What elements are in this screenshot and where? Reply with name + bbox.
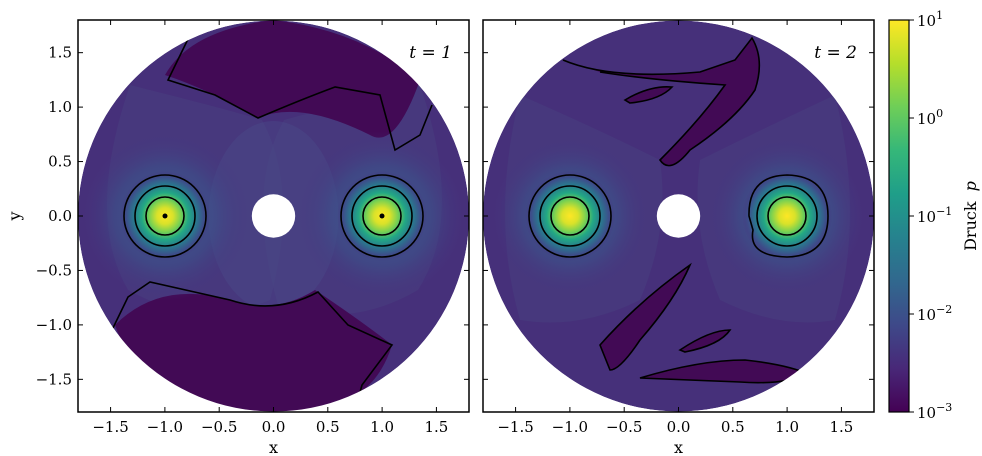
low-pressure-region: [563, 38, 760, 166]
colorbar-fill: [888, 19, 910, 413]
inner-hole: [251, 194, 296, 238]
inner-hole: [656, 194, 701, 238]
colorbar-tick-label: 10−3: [917, 401, 952, 422]
x-tick-label: −1.0: [552, 418, 588, 436]
y-tick-label: −0.5: [36, 261, 72, 279]
contour-line: [340, 174, 424, 258]
pressure-peak: [742, 171, 832, 261]
y-axis-label: y: [5, 211, 24, 221]
x-tick-label: −1.0: [147, 418, 183, 436]
contour-line: [528, 174, 612, 258]
x-tick-label: 0.5: [721, 418, 745, 436]
y-tick-label: 1.5: [48, 44, 72, 62]
contour-line: [623, 85, 674, 104]
contour-line: [562, 36, 761, 167]
x-tick-label: 1.5: [829, 418, 853, 436]
low-pressure-region: [625, 86, 672, 103]
contour-line: [166, 34, 433, 152]
low-pressure-region: [165, 20, 420, 138]
x-tick-label: −1.5: [92, 418, 128, 436]
contour-line: [134, 185, 196, 247]
contour-line: [145, 196, 185, 236]
contour-line: [351, 185, 413, 247]
contour-line: [123, 174, 207, 258]
y-tick-label: −1.0: [36, 316, 72, 334]
x-tick-label: 1.5: [424, 418, 448, 436]
colorbar-ticks: 101 100 10−1 10−2 10−3: [909, 9, 952, 422]
low-pressure-region: [115, 290, 392, 412]
x-axis-label: x: [674, 438, 683, 456]
colorbar-tick-label: 100: [917, 107, 943, 128]
x-tick-label: −0.5: [201, 418, 237, 436]
contours-t1: [111, 34, 433, 411]
center-dot: [162, 213, 168, 219]
colorbar-label-text: Druck: [961, 201, 980, 251]
colorbar-tick-label: 10−1: [917, 205, 952, 226]
annotation-t1: t = 1: [409, 43, 452, 63]
panel-t2: t = 2 −1.5 −1.0 −0.5 0.0 0.5 1.0 1.5 x: [482, 19, 875, 456]
annotation-t2: t = 2: [814, 43, 857, 63]
outside-domain: [483, 20, 874, 412]
colorbar: 101 100 10−1 10−2 10−3 Druck p: [888, 9, 980, 422]
contour-line: [539, 185, 601, 247]
contour-line: [748, 174, 829, 258]
y-tick-label: 0.0: [48, 207, 72, 225]
x-axis-label: x: [269, 438, 278, 456]
contour-line: [678, 329, 732, 353]
ticks-right: −1.5 −1.0 −0.5 0.0 0.5 1.0 1.5: [483, 20, 874, 436]
x-tick-label: −1.5: [497, 418, 533, 436]
contour-line: [599, 262, 692, 371]
colorbar-label-symbol: p: [961, 181, 980, 191]
contour-line: [756, 185, 818, 247]
contour-line: [111, 281, 394, 411]
contour-line: [767, 196, 807, 236]
x-tick-label: 0.0: [667, 418, 691, 436]
y-tick-label: −1.5: [36, 370, 72, 388]
x-tick-label: 1.0: [370, 418, 394, 436]
contour-line: [550, 196, 590, 236]
x-tick-label: 1.0: [775, 418, 799, 436]
colorbar-tick-label: 101: [917, 9, 943, 30]
contour-line: [362, 196, 402, 236]
ticks-left: −1.5 −1.0 −0.5 0.0 0.5 1.0 1.5 1.5 1.0 0.5 0.0 −0.5…: [36, 20, 469, 436]
low-pressure-region: [680, 330, 730, 352]
center-dot: [379, 213, 385, 219]
x-tick-label: 0.5: [316, 418, 340, 436]
x-tick-label: 0.0: [262, 418, 286, 436]
colorbar-label: Druck p: [961, 181, 980, 251]
outside-domain: [78, 20, 469, 412]
colorbar-tick-label: 10−2: [917, 303, 952, 324]
y-tick-label: 0.5: [48, 153, 72, 171]
y-tick-label: 1.0: [48, 98, 72, 116]
panel-t1: t = 1 −1.5 −1.0 −0.5 0.0 0.5 1.0 1.5 1.5 1.0 0.5 0…: [5, 19, 470, 456]
x-tick-label: −0.5: [606, 418, 642, 436]
pressure-peak: [525, 171, 615, 261]
